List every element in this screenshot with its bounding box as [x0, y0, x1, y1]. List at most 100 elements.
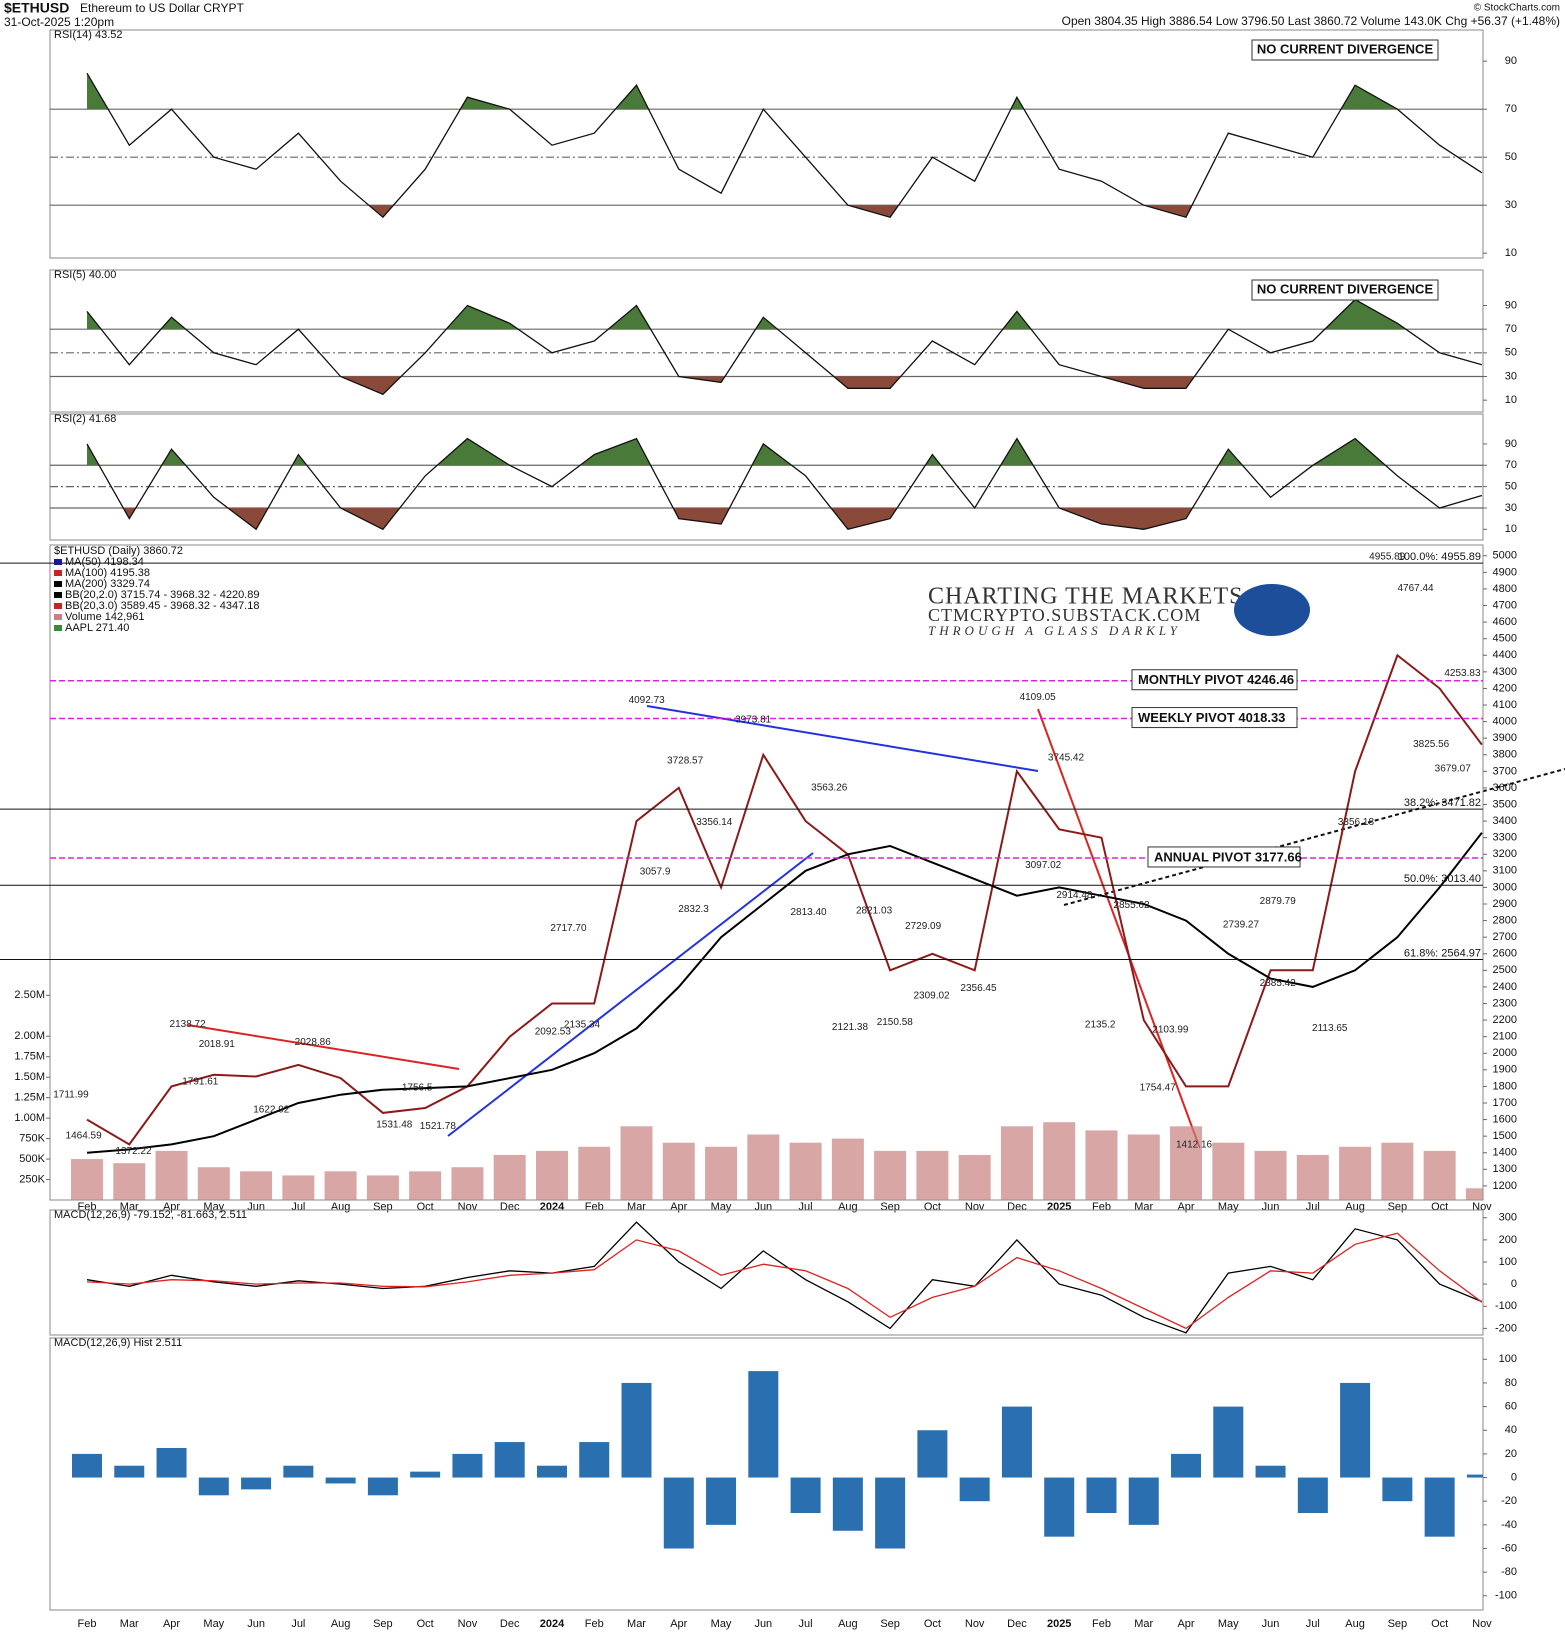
x-tick-label: Dec: [500, 1618, 520, 1630]
volume-bar: [1254, 1150, 1287, 1200]
rsi-fill: [87, 299, 1482, 330]
trendlines: [187, 705, 1565, 1147]
price-label: 2150.58: [877, 1017, 914, 1028]
x-tick-label: Aug: [838, 1618, 858, 1630]
y-tick-label: 4700: [1493, 599, 1517, 611]
price-label: 1791.61: [182, 1076, 219, 1087]
price-label: 1622.92: [253, 1104, 290, 1115]
y-tick-label: 5000: [1493, 550, 1517, 562]
price-label: 2855.62: [1113, 900, 1150, 911]
x-tick-label: Nov: [458, 1201, 478, 1213]
y-tick-label: 2300: [1493, 997, 1517, 1009]
panel-label: MACD(12,26,9) Hist 2.511: [54, 1337, 182, 1349]
volume-tick-label: 1.00M: [14, 1112, 45, 1124]
watermark-line: CTMCRYPTO.SUBSTACK.COM: [928, 605, 1201, 625]
y-tick-label: 90: [1505, 55, 1517, 67]
y-tick-label: 50: [1505, 347, 1517, 359]
watermark-line: CHARTING THE MARKETS AT: [928, 584, 1280, 610]
y-tick-label: 4900: [1493, 566, 1517, 578]
volume-bar: [1085, 1130, 1118, 1200]
price-label: 2028.86: [295, 1037, 332, 1048]
plot-area: [50, 72, 1483, 219]
y-tick-label: 50: [1505, 151, 1517, 163]
legend-swatch: [54, 559, 62, 565]
price-label: 1372.22: [115, 1146, 152, 1157]
volume-bar: [324, 1171, 357, 1200]
plot-area: [86, 1221, 1483, 1334]
x-tick-label: Feb: [585, 1618, 604, 1630]
x-tick-label: May: [711, 1618, 732, 1630]
volume-tick-label: 1.25M: [14, 1092, 45, 1104]
plot-area: [71, 653, 1483, 1200]
y-tick-label: 3700: [1493, 765, 1517, 777]
x-tick-label: Jul: [1306, 1618, 1320, 1630]
series-line: [86, 1221, 1483, 1334]
y-tick-label: 80: [1505, 1377, 1517, 1389]
volume-bar: [1127, 1134, 1160, 1200]
price-label: 2018.91: [199, 1039, 236, 1050]
x-tick-label: Apr: [1177, 1201, 1194, 1213]
hist-bar: [114, 1465, 145, 1478]
x-tick-label: Feb: [78, 1618, 97, 1630]
panel-label: RSI(2) 41.68: [54, 413, 116, 425]
pivot-box: [1131, 669, 1298, 691]
volume-bar: [1296, 1154, 1329, 1200]
y-tick-label: 4500: [1493, 633, 1517, 645]
price-label: 1521.78: [420, 1121, 457, 1132]
y-tick-label: 10: [1505, 523, 1517, 535]
volume-bar: [113, 1163, 146, 1200]
series-line: [86, 832, 1483, 1154]
legend-label: MA(200) 3329.74: [65, 578, 150, 590]
y-tick-label: 70: [1505, 103, 1517, 115]
x-tick-label: Dec: [1007, 1201, 1027, 1213]
y-tick-label: 2000: [1493, 1047, 1517, 1059]
x-tick-label: 2025: [1047, 1618, 1071, 1630]
y-tick-label: 3500: [1493, 798, 1517, 810]
hist-bar: [1297, 1477, 1328, 1514]
volume-bar: [1000, 1126, 1033, 1200]
x-tick-label: Nov: [965, 1618, 985, 1630]
quote: Open 3804.35 High 3886.54 Low 3796.50 La…: [1062, 14, 1560, 28]
panel-frame: [49, 544, 1484, 1201]
hist-bar: [156, 1447, 187, 1478]
price-label: 3745.42: [1048, 752, 1085, 763]
volume-bar: [958, 1154, 991, 1200]
hist-bar: [494, 1442, 525, 1478]
hist-bar: [748, 1371, 779, 1478]
price-label: 3097.02: [1025, 860, 1062, 871]
volume-bar: [578, 1146, 611, 1200]
price-label: 4109.05: [1020, 692, 1057, 703]
price-label: 2832.3: [678, 904, 709, 915]
price-label: 1756.5: [402, 1082, 433, 1093]
y-tick-label: -40: [1501, 1519, 1517, 1531]
price-label: 2138.72: [170, 1019, 207, 1030]
x-tick-label: Sep: [1388, 1618, 1408, 1630]
y-tick-label: 10: [1505, 394, 1517, 406]
plot-area: [50, 298, 1483, 396]
volume-bar: [620, 1126, 653, 1200]
x-tick-label: Sep: [373, 1201, 393, 1213]
price-label: 2813.40: [790, 907, 827, 918]
watermark-line: THROUGH A GLASS DARKLY: [928, 623, 1181, 638]
price-label: 2356.45: [960, 983, 997, 994]
price-label: 3563.26: [811, 783, 848, 794]
price-label: 2135.2: [1085, 1019, 1116, 1030]
hist-bar: [72, 1453, 102, 1478]
annotation-box: [1251, 279, 1439, 301]
price-label: 2717.70: [550, 923, 587, 934]
x-tick-label: Aug: [838, 1201, 858, 1213]
x-tick-label: Aug: [1345, 1201, 1365, 1213]
volume-bar: [789, 1142, 822, 1200]
price-label: 4767.44: [1397, 583, 1434, 594]
x-tick-label: Jun: [1262, 1201, 1280, 1213]
price-label: 2821.03: [856, 906, 893, 917]
price-label: 1531.48: [376, 1120, 413, 1131]
price-label: 2121.38: [832, 1022, 869, 1033]
x-tick-label: Feb: [1092, 1201, 1111, 1213]
hist-bar: [663, 1477, 694, 1549]
volume-bar: [1043, 1122, 1076, 1200]
price-label: 1711.99: [53, 1090, 89, 1101]
price-label: 2879.79: [1260, 896, 1297, 907]
timestamp: 31-Oct-2025 1:20pm: [4, 15, 114, 29]
price-label: 3973.81: [735, 715, 772, 726]
